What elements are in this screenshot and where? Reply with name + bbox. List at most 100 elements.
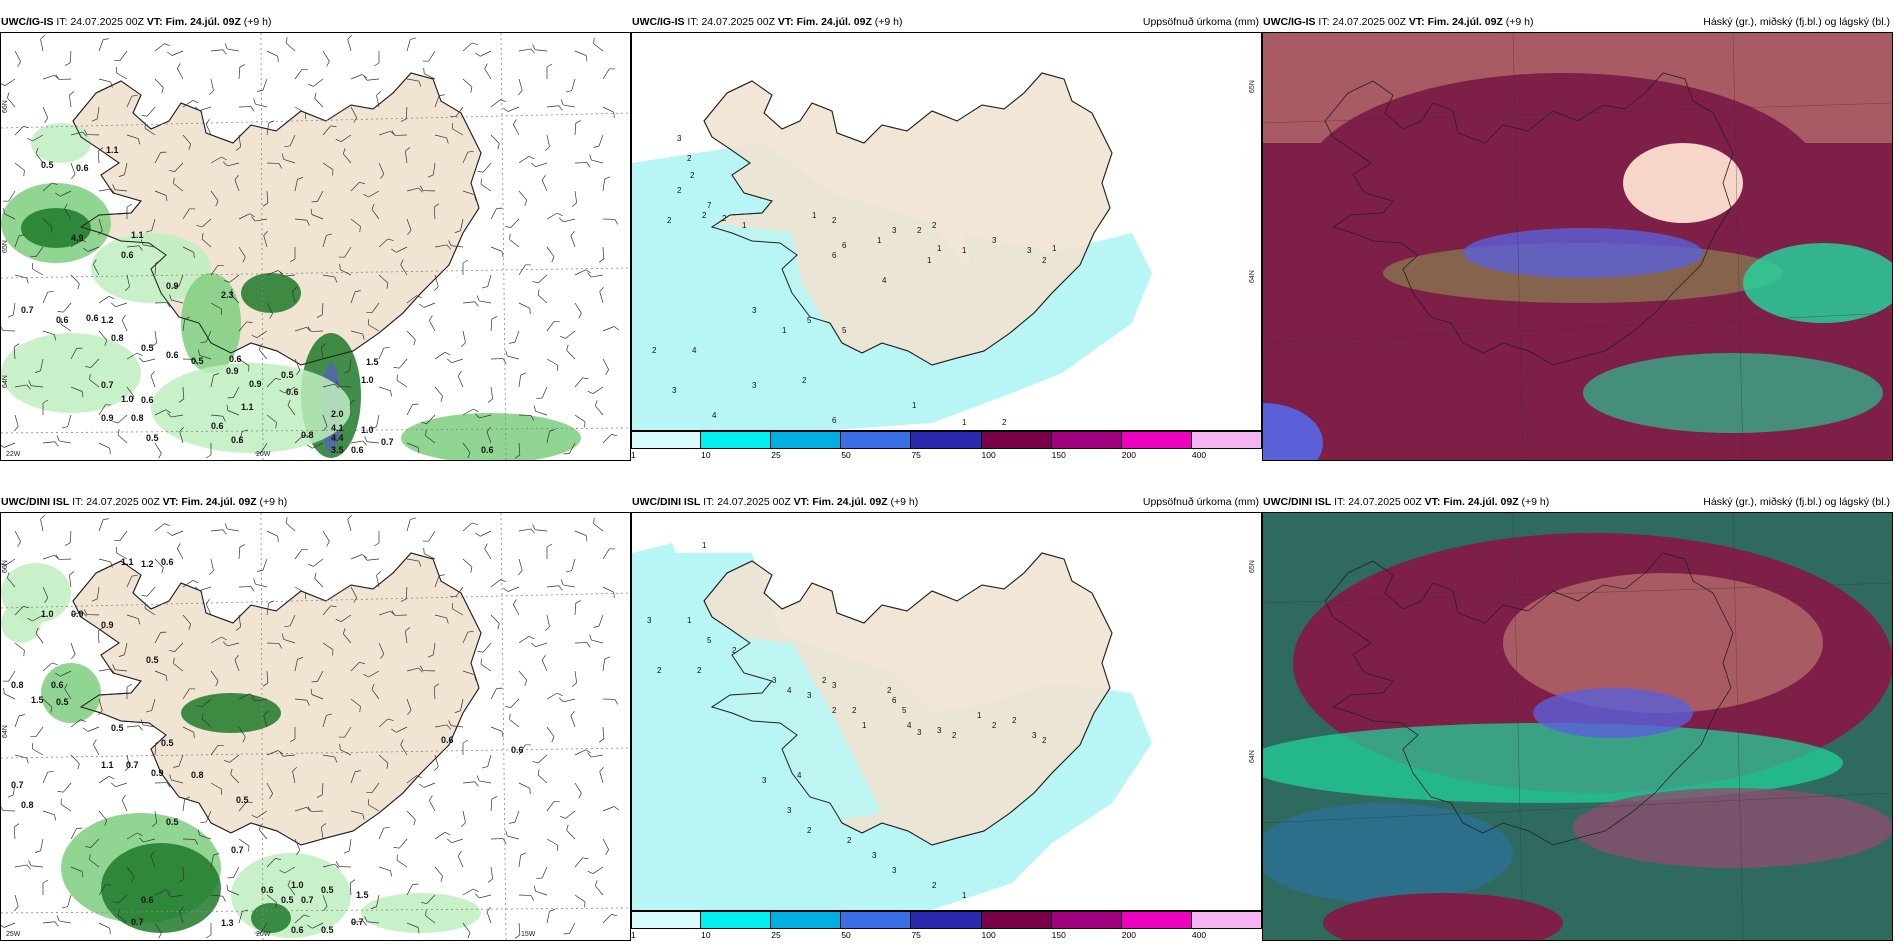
colorbar-tick-label: 200 [1121,930,1136,940]
wind-barb [70,866,84,878]
wind-barb [266,50,279,63]
precip-value: 5 [807,316,812,325]
precip-value: 4 [712,411,717,420]
precip-value: 3 [647,616,652,625]
wind-barb [587,386,604,395]
lat-label: 64N [2,725,9,738]
lead-time: (+9 h) [1521,496,1550,508]
precip-value: 0.6 [261,885,274,895]
wind-barb [518,264,532,276]
wind-barb [371,683,380,700]
wind-barb [55,554,72,560]
map-frame[interactable] [1262,32,1893,461]
wind-barb [182,208,196,220]
wind-barb [14,864,31,870]
wind-barb [200,810,212,824]
precip-value: 0.7 [126,760,139,770]
precip-value: 0.5 [146,655,159,665]
wind-barb [454,698,464,713]
wind-barb [154,922,162,939]
wind-barb [563,922,576,935]
wind-barb [1,805,16,812]
precip-value: 0.7 [101,380,114,390]
wind-barb [68,91,75,108]
precip-value: 3 [752,381,757,390]
wind-barb [486,426,492,444]
wind-barb [448,240,464,248]
wind-barb [541,655,548,672]
wind-barb [505,830,520,840]
wind-barb [536,866,548,880]
wind-barb [487,866,494,883]
wind-barb [116,67,128,80]
wind-barb [490,99,507,108]
colorbar-tick-label: 150 [1051,930,1066,940]
wind-barb [14,162,25,177]
wind-barb [208,558,214,575]
wind-barb [294,838,301,855]
low-cloud-teal [1263,723,1843,803]
map-frame[interactable]: 0.5 0.6 1.1 4.9 1.1 0.6 0.9 0.7 0.6 0.6 1.2 0.8 0.5 0… [0,32,631,461]
wind-barb [532,524,548,532]
colorbar-swatch [771,431,842,449]
wind-barb [1,558,16,567]
wind-barb [64,683,72,700]
wind-barb [235,614,242,631]
wind-barb [504,218,520,228]
graticule-line [1263,582,1892,604]
wind-barb [112,184,128,192]
map-frame[interactable]: 1 3 2 2 1 5 2 3 4 3 2 2 3 2 1 2 6 5 4 3 3 2 1 2 2 3 2 4 3 3 2 2 3 3 2 1 65N 6… [631,512,1262,911]
colorbar-swatch [771,911,842,929]
precip-value: 4 [787,686,792,695]
wind-barb [574,894,586,908]
wind-barb [406,922,420,934]
wind-barb [287,879,296,896]
wind-barb [98,810,108,826]
wind-barb [490,358,507,364]
lat-label: 65N [2,240,9,253]
precip-value: 0.5 [146,433,159,443]
wind-barb [150,370,156,388]
wind-barb [513,599,520,616]
wind-barb [602,586,615,599]
wind-barb [434,244,451,250]
wind-barb [1,922,16,928]
wind-barb [114,530,128,542]
wind-barb [294,548,308,560]
wind-barb [284,614,296,628]
precip-value: 1 [687,616,692,625]
lon-label: 20W [256,931,271,938]
wind-barb [210,782,222,795]
precip-shade [241,273,301,313]
lead-time: (+9 h) [259,496,288,508]
wind-barb [266,894,277,909]
precip-value: 3 [872,851,877,860]
wind-barb [197,829,212,840]
graticule-line [1512,513,1524,940]
wind-barb [151,330,158,347]
map-frame[interactable]: 1.1 1.2 0.6 1.0 0.9 0.9 0.5 0.8 0.6 1.5 0.5 0.5 0.5 1… [0,512,631,941]
wind-barb [169,774,184,784]
map-frame[interactable] [1262,512,1893,941]
wind-barb [112,894,128,904]
low-cloud-blue [1463,228,1703,278]
wind-barb [371,203,380,220]
wind-barb [574,782,582,799]
init-time: 24.07.2025 00Z [1332,16,1406,28]
model-name: UWC/IG-IS [1263,16,1316,28]
wind-barb [173,177,184,192]
wind-barb [537,289,548,304]
colorbar-swatch [1121,911,1192,929]
wind-barb [42,810,57,821]
panel-header: UWC/DINI ISL IT: 24.07.2025 00Z VT: Fim.… [631,493,1262,512]
wind-barb [518,782,531,795]
precip-value: 1.5 [366,357,379,367]
wind-barb [376,571,382,588]
precip-value: 2 [917,226,922,235]
panel-title: Uppsöfnuð úrkoma (mm) [1142,16,1259,28]
wind-barb [173,274,184,288]
precip-value: 0.6 [351,445,364,455]
wind-barb [462,442,471,459]
wind-barb [34,838,44,853]
